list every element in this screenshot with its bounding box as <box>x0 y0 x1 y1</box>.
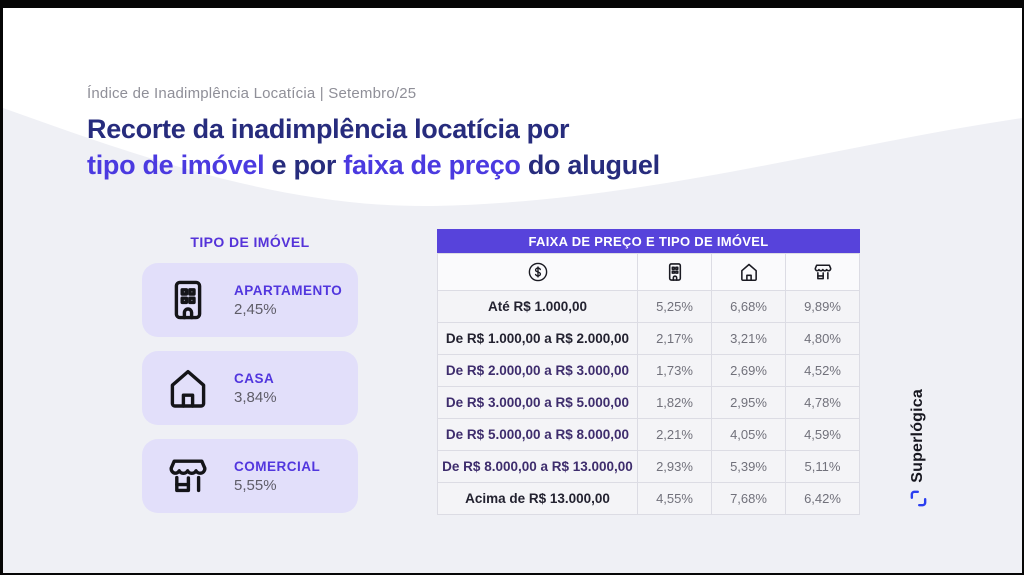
price-range-label: De R$ 5.000,00 a R$ 8.000,00 <box>445 427 630 442</box>
property-type-panel: TIPO DE IMÓVEL APARTAMENTO 2,45% CASA 3,… <box>142 234 358 527</box>
value-casa: 2,95% <box>711 387 785 418</box>
price-range-label: De R$ 8.000,00 a R$ 13.000,00 <box>442 459 633 474</box>
table-row: De R$ 1.000,00 a R$ 2.000,00 2,17% 3,21%… <box>438 322 859 354</box>
house-icon <box>738 261 760 283</box>
superlogica-logo-icon <box>910 490 927 507</box>
value-comercial: 4,52% <box>785 355 859 386</box>
store-icon <box>812 261 834 283</box>
column-comercial <box>785 254 859 290</box>
title-plain-epor: e por <box>264 150 344 180</box>
value-casa: 7,68% <box>711 483 785 514</box>
table-row: De R$ 8.000,00 a R$ 13.000,00 2,93% 5,39… <box>438 450 859 482</box>
card-label: COMERCIAL <box>234 458 321 474</box>
apartment-icon <box>164 276 212 324</box>
value-comercial: 4,78% <box>785 387 859 418</box>
card-casa: CASA 3,84% <box>142 351 358 425</box>
superlogica-logo-text: Superlógica <box>909 389 926 483</box>
store-icon <box>164 452 212 500</box>
title-plain-aluguel: do aluguel <box>520 150 660 180</box>
value-comercial: 4,59% <box>785 419 859 450</box>
value-apartamento: 1,82% <box>637 387 711 418</box>
card-label: APARTAMENTO <box>234 282 343 298</box>
header: Índice de Inadimplência Locatícia | Sete… <box>87 85 660 183</box>
value-comercial: 9,89% <box>785 291 859 322</box>
table-row: De R$ 2.000,00 a R$ 3.000,00 1,73% 2,69%… <box>438 354 859 386</box>
price-range-label: De R$ 2.000,00 a R$ 3.000,00 <box>445 363 630 378</box>
value-casa: 2,69% <box>711 355 785 386</box>
house-icon <box>164 364 212 412</box>
title-line-2: tipo de imóvel e por faixa de preço do a… <box>87 147 660 183</box>
value-apartamento: 1,73% <box>637 355 711 386</box>
value-casa: 3,21% <box>711 323 785 354</box>
property-type-heading: TIPO DE IMÓVEL <box>190 234 310 250</box>
column-casa <box>711 254 785 290</box>
value-casa: 5,39% <box>711 451 785 482</box>
value-casa: 6,68% <box>711 291 785 322</box>
value-apartamento: 2,21% <box>637 419 711 450</box>
eyebrow-text: Índice de Inadimplência Locatícia | Sete… <box>87 85 417 102</box>
apartment-icon <box>664 261 686 283</box>
value-apartamento: 5,25% <box>637 291 711 322</box>
card-text: COMERCIAL 5,55% <box>234 459 320 494</box>
page-title: Recorte da inadimplência locatícia por t… <box>87 111 660 183</box>
column-apartamento <box>637 254 711 290</box>
value-casa: 4,05% <box>711 419 785 450</box>
table-row: De R$ 5.000,00 a R$ 8.000,00 2,21% 4,05%… <box>438 418 859 450</box>
superlogica-logo: Superlógica <box>902 389 934 521</box>
price-range-label: Até R$ 1.000,00 <box>487 299 588 314</box>
table-row: Até R$ 1.000,00 5,25% 6,68% 9,89% <box>438 290 859 322</box>
value-apartamento: 2,17% <box>637 323 711 354</box>
card-value: 3,84% <box>234 388 277 406</box>
value-comercial: 6,42% <box>785 483 859 514</box>
card-comercial: COMERCIAL 5,55% <box>142 439 358 513</box>
price-range-label: De R$ 3.000,00 a R$ 5.000,00 <box>445 395 630 410</box>
price-range-label: De R$ 1.000,00 a R$ 2.000,00 <box>445 331 630 346</box>
column-price <box>438 254 637 290</box>
slide: Índice de Inadimplência Locatícia | Sete… <box>3 8 1022 573</box>
table-row: Acima de R$ 13.000,00 4,55% 7,68% 6,42% <box>438 482 859 514</box>
title-accent-faixa: faixa de preço <box>343 150 521 180</box>
card-text: APARTAMENTO 2,45% <box>234 283 342 318</box>
value-apartamento: 2,93% <box>637 451 711 482</box>
card-label: CASA <box>234 370 275 386</box>
value-comercial: 4,80% <box>785 323 859 354</box>
title-accent-tipo: tipo de imóvel <box>87 150 265 180</box>
card-apartamento: APARTAMENTO 2,45% <box>142 263 358 337</box>
table-icon-row <box>438 253 859 290</box>
card-value: 5,55% <box>234 476 277 494</box>
money-icon <box>526 260 550 284</box>
table-title: FAIXA DE PREÇO E TIPO DE IMÓVEL <box>437 229 860 253</box>
card-value: 2,45% <box>234 300 277 318</box>
price-range-table: FAIXA DE PREÇO E TIPO DE IMÓVEL Até R$ 1… <box>437 229 860 515</box>
table-row: De R$ 3.000,00 a R$ 5.000,00 1,82% 2,95%… <box>438 386 859 418</box>
value-comercial: 5,11% <box>785 451 859 482</box>
card-text: CASA 3,84% <box>234 371 277 406</box>
value-apartamento: 4,55% <box>637 483 711 514</box>
title-line-1: Recorte da inadimplência locatícia por <box>87 114 570 144</box>
price-range-label: Acima de R$ 13.000,00 <box>465 491 610 506</box>
